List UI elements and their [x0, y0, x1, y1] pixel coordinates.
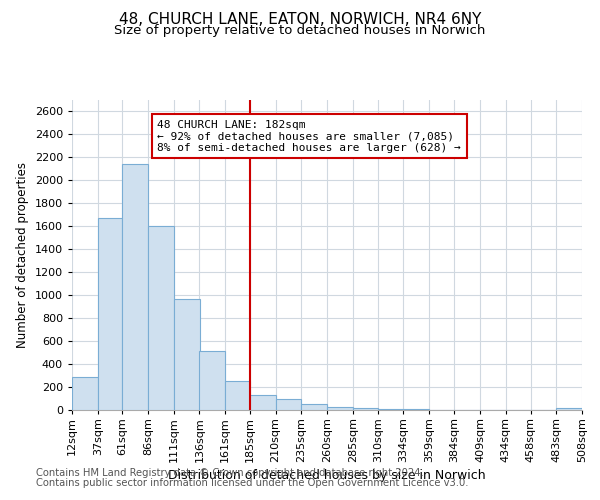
Bar: [122, 164, 148, 410]
Text: 48 CHURCH LANE: 182sqm
← 92% of detached houses are smaller (7,085)
8% of semi-d: 48 CHURCH LANE: 182sqm ← 92% of detached…: [157, 120, 461, 152]
Bar: [199, 352, 225, 410]
Text: Contains public sector information licensed under the Open Government Licence v3: Contains public sector information licen…: [36, 478, 469, 488]
Bar: [379, 409, 403, 410]
Bar: [353, 408, 379, 410]
Bar: [72, 376, 98, 410]
Text: 48, CHURCH LANE, EATON, NORWICH, NR4 6NY: 48, CHURCH LANE, EATON, NORWICH, NR4 6NY: [119, 12, 481, 28]
Bar: [98, 218, 122, 410]
Bar: [275, 398, 301, 410]
Bar: [556, 408, 582, 410]
Bar: [148, 226, 174, 410]
Bar: [250, 395, 275, 410]
Text: Contains HM Land Registry data © Crown copyright and database right 2024.: Contains HM Land Registry data © Crown c…: [36, 468, 424, 477]
Bar: [327, 406, 353, 410]
Y-axis label: Number of detached properties: Number of detached properties: [16, 162, 29, 348]
Text: Size of property relative to detached houses in Norwich: Size of property relative to detached ho…: [115, 24, 485, 37]
X-axis label: Distribution of detached houses by size in Norwich: Distribution of detached houses by size …: [168, 469, 486, 482]
Bar: [225, 382, 250, 410]
Bar: [301, 404, 327, 410]
Bar: [174, 298, 199, 410]
